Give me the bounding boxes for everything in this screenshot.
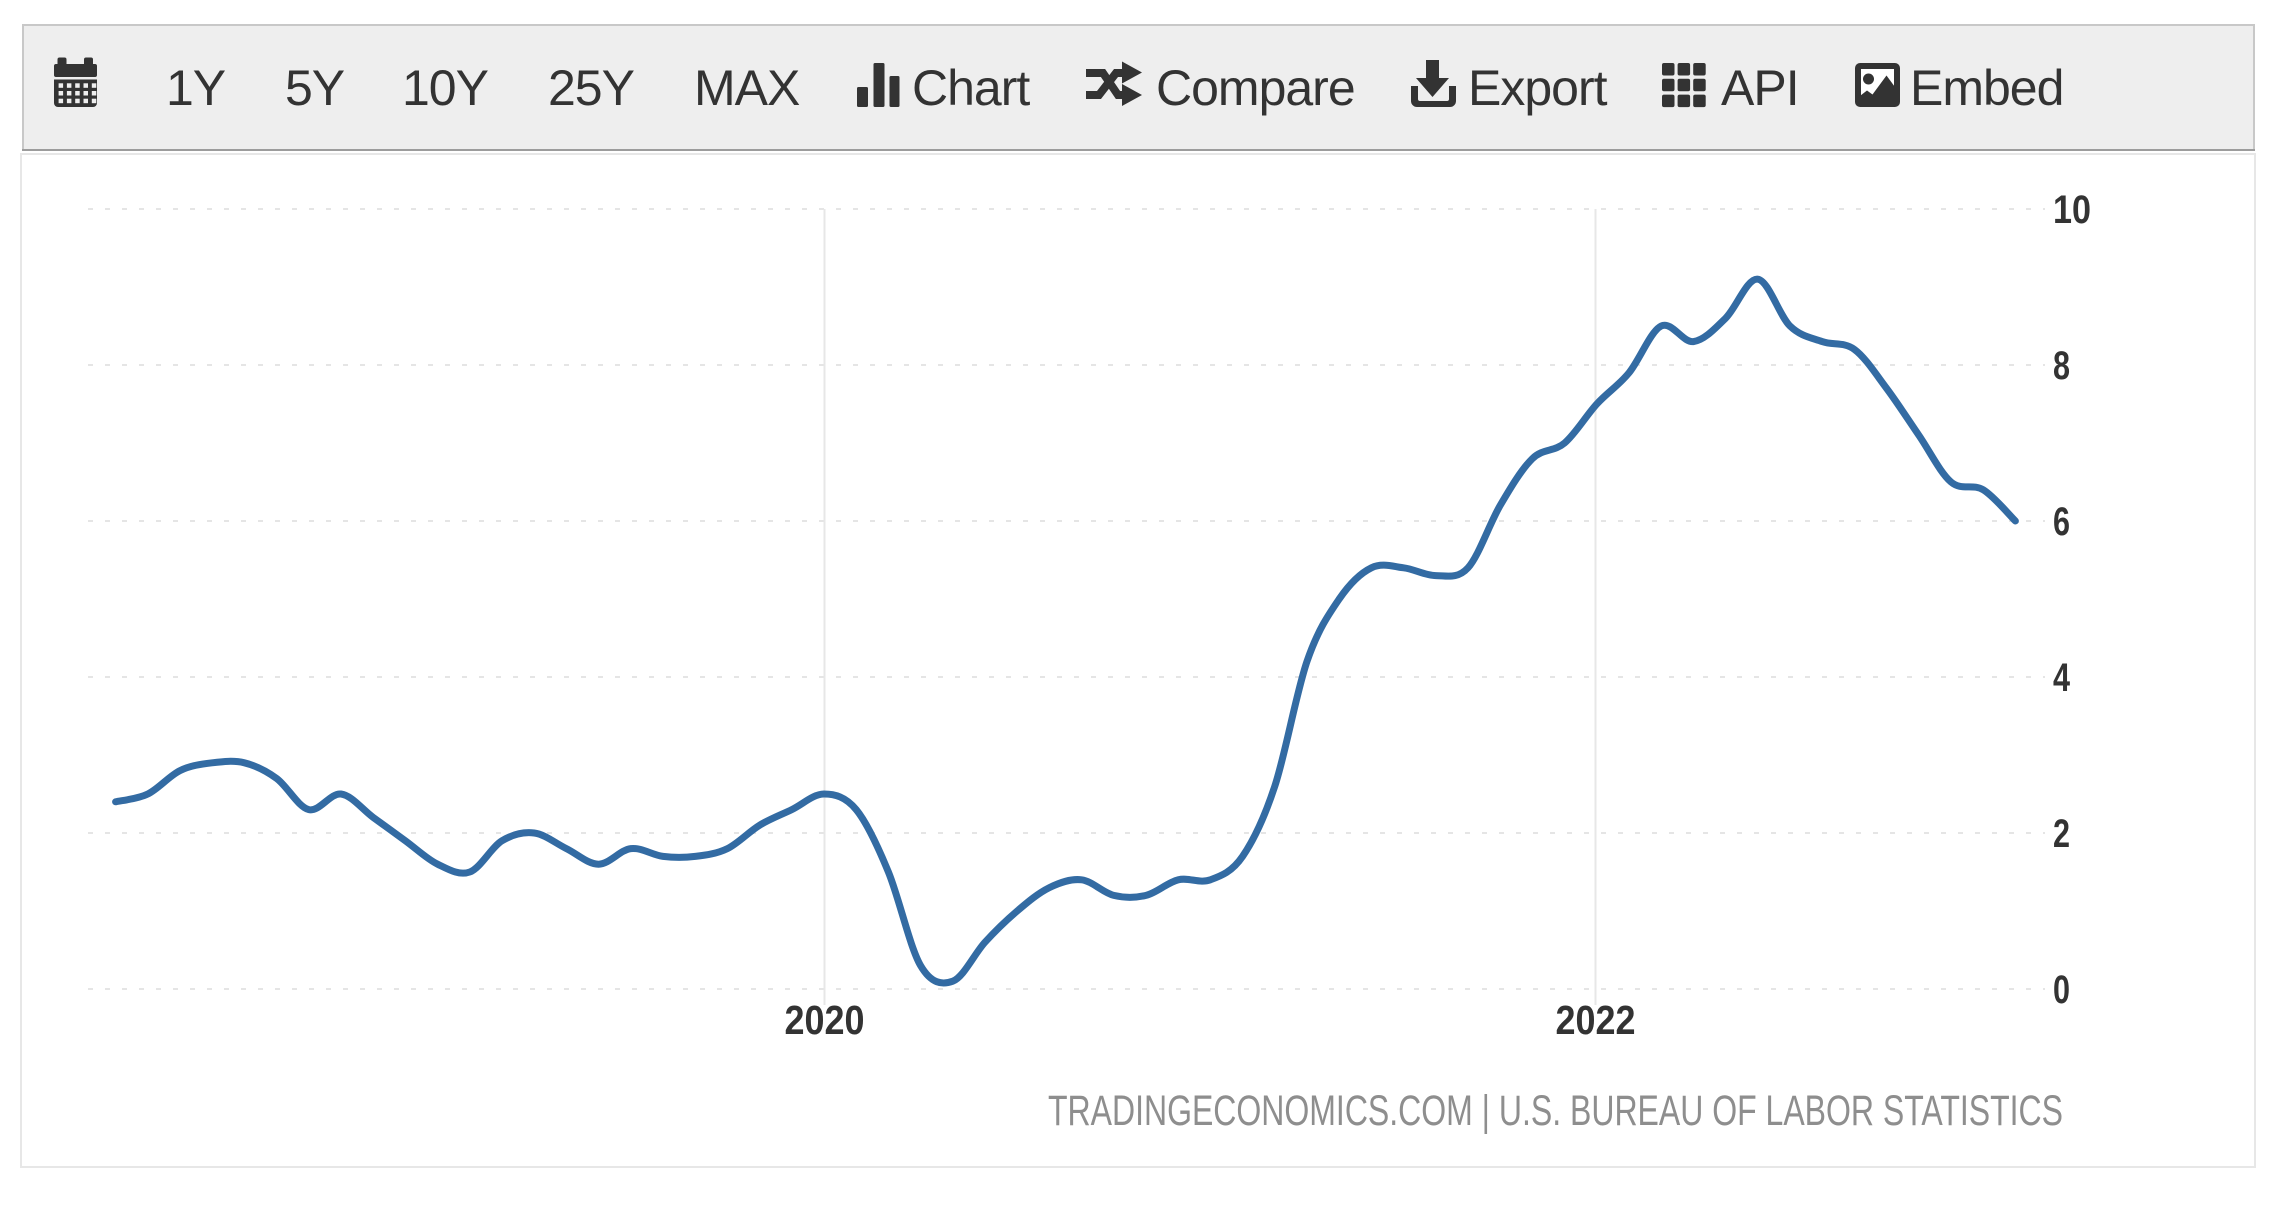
svg-text:8: 8: [2053, 344, 2070, 388]
svg-text:2: 2: [2053, 812, 2070, 856]
svg-text:Export: Export: [1468, 60, 1608, 116]
svg-text:0: 0: [2053, 968, 2070, 1012]
svg-text:TRADINGECONOMICS.COM | U.S. BU: TRADINGECONOMICS.COM | U.S. BUREAU OF LA…: [1048, 1087, 2063, 1135]
svg-text:10Y: 10Y: [402, 60, 489, 116]
svg-text:10: 10: [2053, 188, 2091, 232]
svg-text:5Y: 5Y: [285, 60, 345, 116]
svg-text:2022: 2022: [1556, 997, 1636, 1043]
svg-text:MAX: MAX: [694, 60, 800, 116]
svg-text:2020: 2020: [785, 997, 865, 1043]
svg-text:25Y: 25Y: [548, 60, 635, 116]
svg-text:4: 4: [2053, 656, 2071, 700]
svg-text:API: API: [1721, 60, 1799, 116]
svg-text:Compare: Compare: [1156, 60, 1355, 116]
svg-text:1Y: 1Y: [166, 60, 226, 116]
svg-text:Chart: Chart: [912, 60, 1030, 116]
svg-text:6: 6: [2053, 500, 2070, 544]
svg-text:Embed: Embed: [1910, 60, 2063, 116]
